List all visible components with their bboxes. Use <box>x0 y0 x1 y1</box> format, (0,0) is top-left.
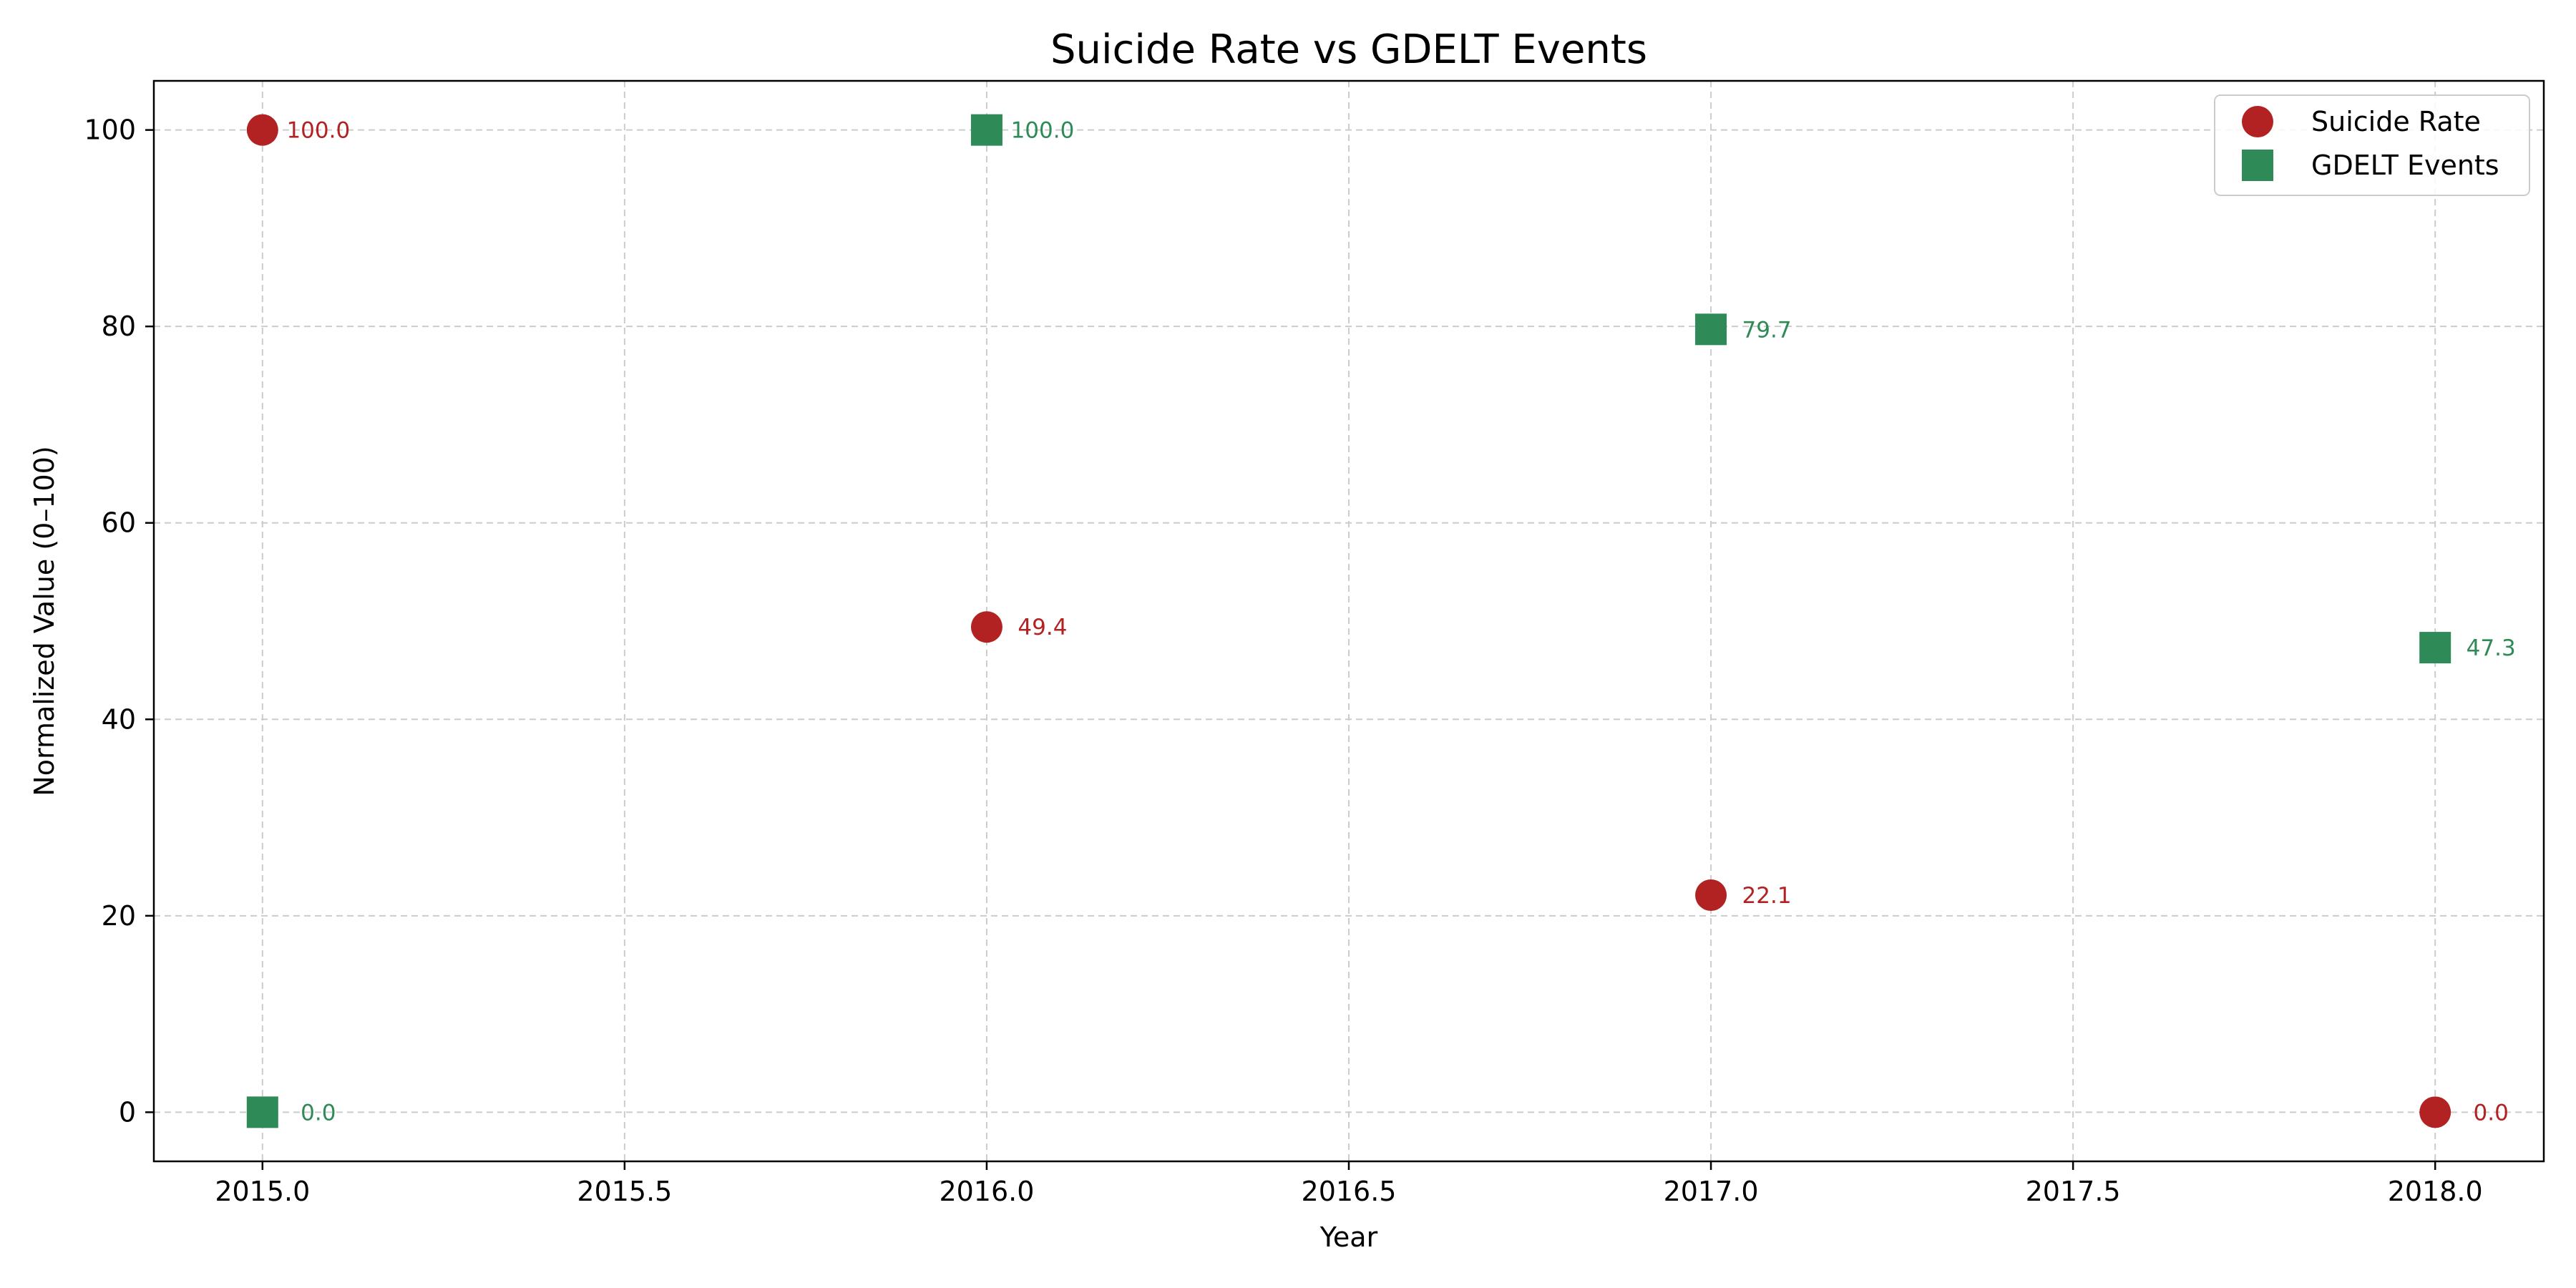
suicide-rate-data-label: 49.4 <box>1018 615 1067 640</box>
gdelt-events-point <box>1695 313 1727 346</box>
x-tick-label: 2015.5 <box>577 1176 672 1207</box>
x-tick-label: 2015.0 <box>215 1176 310 1207</box>
suicide-rate-data-label: 100.0 <box>286 118 350 144</box>
gdelt-events-data-label: 47.3 <box>2467 635 2516 661</box>
axis-ticks: 2015.0 2015.5 2016.0 2016.5 2017.0 2017.5 2018… <box>84 114 2482 1207</box>
suicide-rate-data-label: 0.0 <box>2474 1100 2509 1126</box>
legend-label-gdelt-events: GDELT Events <box>2311 150 2499 181</box>
chart-title: Suicide Rate vs GDELT Events <box>1050 26 1647 73</box>
gdelt-events-point <box>246 1096 278 1128</box>
x-tick-label: 2016.0 <box>939 1176 1034 1207</box>
gdelt-events-point <box>970 114 1002 146</box>
suicide-rate-data-label: 22.1 <box>1742 883 1792 909</box>
legend-marker-suicide-rate <box>2242 106 2273 137</box>
x-tick-label: 2016.5 <box>1302 1176 1397 1207</box>
y-tick-label: 100 <box>84 114 136 146</box>
y-axis-label: Normalized Value (0–100) <box>29 446 60 796</box>
x-tick-label: 2017.5 <box>2026 1176 2121 1207</box>
x-tick-label: 2018.0 <box>2388 1176 2483 1207</box>
legend-label-suicide-rate: Suicide Rate <box>2311 106 2481 137</box>
x-axis-label: Year <box>1319 1221 1378 1253</box>
suicide-rate-point <box>970 611 1002 643</box>
y-tick-label: 60 <box>102 507 136 539</box>
x-tick-label: 2017.0 <box>1664 1176 1759 1207</box>
legend: Suicide Rate GDELT Events <box>2214 94 2530 196</box>
gdelt-events-point <box>2419 632 2451 664</box>
legend-box <box>2214 94 2530 196</box>
data-marks: 100.0 49.4 22.1 0.0 0.0 100.0 79.7 47.3 <box>246 114 2516 1128</box>
y-tick-label: 80 <box>102 311 136 342</box>
gdelt-events-data-label: 100.0 <box>1011 118 1075 144</box>
suicide-rate-point <box>2419 1096 2451 1128</box>
gdelt-events-data-label: 0.0 <box>301 1100 336 1126</box>
legend-marker-gdelt-events <box>2242 150 2273 181</box>
y-tick-label: 20 <box>102 900 136 932</box>
y-tick-label: 40 <box>102 703 136 735</box>
suicide-rate-point <box>1695 879 1727 911</box>
suicide-rate-point <box>246 114 278 146</box>
gdelt-events-data-label: 79.7 <box>1742 317 1792 343</box>
y-tick-label: 0 <box>119 1096 136 1128</box>
